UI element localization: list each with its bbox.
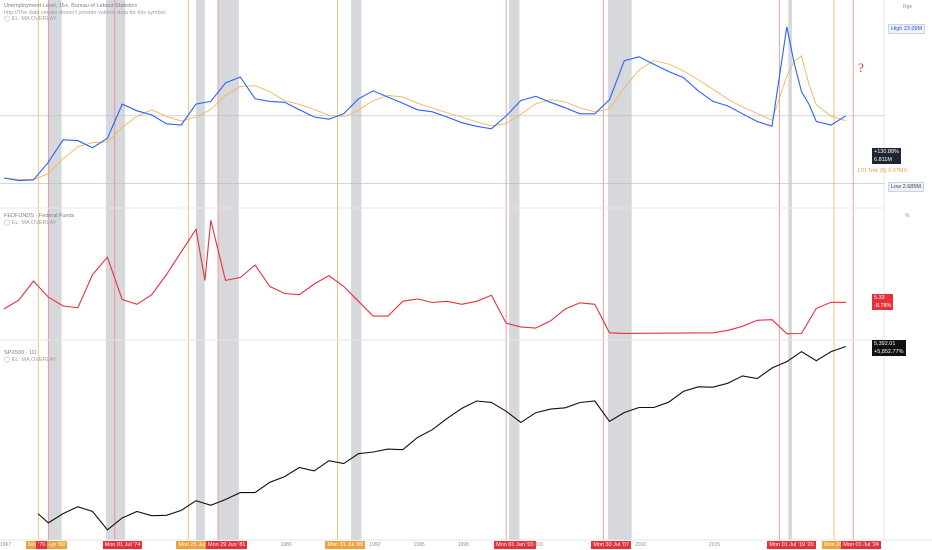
recession-band	[509, 0, 520, 540]
date-badge: Mon 31 Jul '89	[325, 541, 366, 549]
recession-band	[48, 0, 62, 540]
pane3-value: 5,392.01	[874, 341, 896, 347]
recession-band	[196, 0, 205, 540]
recession-band	[788, 0, 792, 540]
pane2-value: 5.33	[874, 295, 885, 301]
pane2-change: -8.78%	[874, 303, 892, 309]
year-tick: 2015	[708, 542, 721, 548]
pane3-legend-title: SPX500 · 1D	[4, 350, 37, 356]
year-tick: 1998	[457, 542, 469, 548]
year-tick: 2010	[635, 542, 647, 548]
low-badge: Low 2.685M	[888, 182, 924, 192]
recession-band	[608, 0, 632, 540]
year-tick: 2025	[856, 542, 868, 548]
date-badge: Mon 01 Jan '01	[494, 541, 536, 549]
pane1-legend-title: Unemployment Level, 16+, Bureau of Labou…	[4, 3, 138, 9]
pane3-change: +5,852.77%	[874, 349, 904, 355]
pane2-last-badge: 5.33 -8.78%	[872, 294, 894, 310]
recession-band	[218, 0, 239, 540]
high-label: High	[891, 26, 903, 32]
date-badge: Mon 01 Jul '24	[841, 541, 881, 549]
pane1-change: +130.88%	[874, 149, 899, 155]
low-label: Low	[891, 184, 902, 190]
recession-band	[351, 0, 362, 540]
unemployment-line	[3, 26, 847, 182]
pane1-last-badge: +130.88% 6.811M	[872, 148, 901, 164]
year-tick: 1992	[369, 542, 381, 548]
price-scale-label[interactable]: Rge	[903, 4, 913, 10]
pane3-last-badge: 5,392.01 +5,852.77%	[872, 340, 906, 356]
date-badge: Mon 01 Jul '19 '20	[767, 541, 816, 549]
pane2-legend-title: FEDFUNDS · Federal Funds	[4, 213, 75, 219]
year-tick: '70	[44, 542, 51, 548]
date-badge: Mon 25 Jun	[176, 541, 210, 549]
pane1-legend-note: ◯ EL: MA OVERLAY	[4, 16, 57, 22]
pane1-value: 6.811M	[874, 157, 892, 163]
high-badge: High 23.09M	[888, 24, 926, 34]
fedfunds-line	[3, 220, 846, 335]
date-badge: Mon 26	[822, 541, 845, 549]
pane1-legend-sub: http://The data vendor doesn't provide v…	[4, 9, 167, 16]
spx-line	[37, 345, 846, 531]
pane1-legend: Unemployment Level, 16+, Bureau of Labou…	[4, 3, 166, 23]
pane2-legend-sub: ◯ EL: MA OVERLAY	[4, 219, 57, 226]
year-tick: 1967	[0, 542, 12, 548]
ma-label: 170 Tmk (5) 6.07MX	[857, 168, 908, 174]
pane3-legend-sub: ◯ EL: MA OVERLAY	[4, 356, 57, 363]
low-value: 2.685M	[902, 184, 921, 190]
date-badge: Mon 30 Jul '07	[591, 541, 631, 549]
year-tick: 1986	[280, 542, 292, 548]
recession-band	[105, 0, 126, 540]
unemployment-ma-line	[3, 54, 846, 180]
date-badge: '70	[36, 541, 48, 549]
year-tick: 1995	[413, 542, 425, 548]
pane2-legend: FEDFUNDS · Federal Funds ◯ EL: MA OVERLA…	[4, 213, 74, 226]
pane2-percent-label: %	[905, 213, 910, 219]
question-mark: ?	[858, 60, 864, 75]
pane3-legend: SPX500 · 1D ◯ EL: MA OVERLAY	[4, 350, 57, 363]
high-value: 23.09M	[903, 26, 923, 32]
date-badge: Mon 29 Jun '81	[206, 541, 248, 549]
year-tick: 2003	[531, 542, 543, 548]
date-badge: Mon 01 Jul '74	[102, 541, 143, 549]
